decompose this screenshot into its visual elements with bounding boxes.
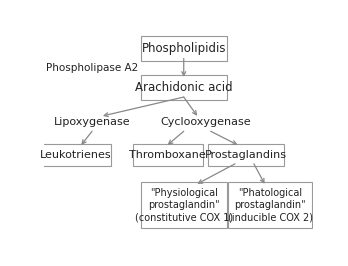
- Text: Prostaglandins: Prostaglandins: [205, 150, 287, 160]
- FancyBboxPatch shape: [208, 144, 284, 166]
- Text: "Physiological
prostaglandin"
(constitutive COX 1): "Physiological prostaglandin" (constitut…: [135, 188, 233, 222]
- Text: Leukotrienes: Leukotrienes: [40, 150, 112, 160]
- FancyBboxPatch shape: [228, 182, 312, 227]
- FancyBboxPatch shape: [141, 36, 227, 61]
- Text: Phospholipidis: Phospholipidis: [142, 42, 226, 55]
- FancyBboxPatch shape: [141, 75, 227, 99]
- FancyBboxPatch shape: [141, 182, 227, 227]
- FancyBboxPatch shape: [41, 144, 111, 166]
- Text: Cyclooxygenase: Cyclooxygenase: [160, 117, 251, 127]
- Text: Arachidonic acid: Arachidonic acid: [135, 81, 232, 94]
- Text: Thromboxane: Thromboxane: [129, 150, 206, 160]
- Text: Lipoxygenase: Lipoxygenase: [54, 117, 130, 127]
- Text: Phospholipase A2: Phospholipase A2: [46, 63, 139, 73]
- Text: "Phatological
prostaglandin"
(inducible COX 2): "Phatological prostaglandin" (inducible …: [228, 188, 313, 222]
- FancyBboxPatch shape: [133, 144, 203, 166]
